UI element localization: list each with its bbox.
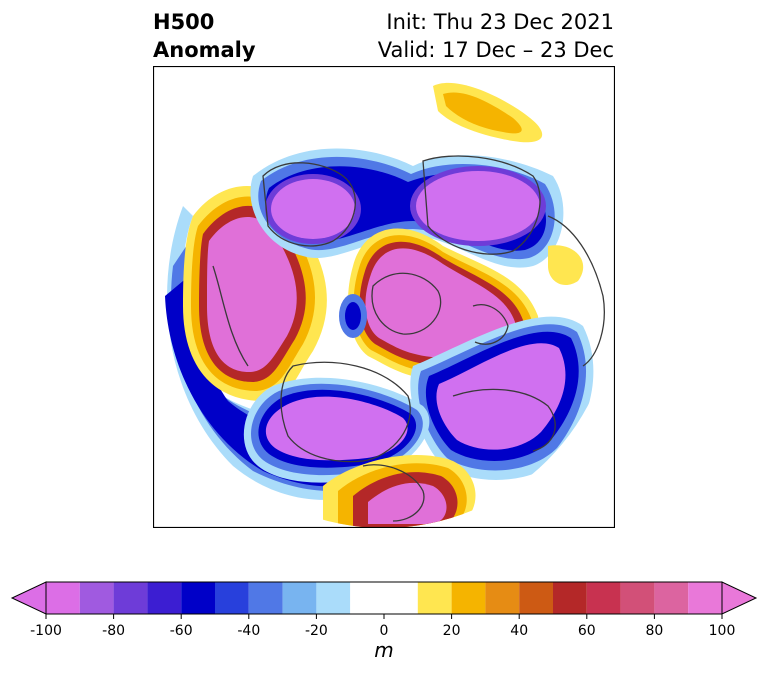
init-time: Init: Thu 23 Dec 2021 <box>386 10 614 34</box>
anomaly-map <box>153 66 615 528</box>
colorbar-segment <box>451 582 486 614</box>
colorbar-segment <box>215 582 249 614</box>
colorbar-tick-label: 80 <box>645 623 663 639</box>
colorbar-segment <box>46 582 80 614</box>
colorbar-segments <box>10 581 758 615</box>
colorbar-tick-label: 100 <box>709 623 736 639</box>
colorbar-segment <box>79 582 114 614</box>
colorbar: -100 -80 -60 -40 -20 0 20 40 60 80 100 m <box>10 581 758 662</box>
valid-period: Valid: 17 Dec – 23 Dec <box>377 38 614 62</box>
colorbar-segment <box>147 582 182 614</box>
colorbar-segment <box>586 582 621 614</box>
colorbar-segment <box>654 582 689 614</box>
colorbar-segment <box>417 582 452 614</box>
colorbar-tick-label: -40 <box>237 623 260 639</box>
colorbar-unit-label: m <box>374 638 393 662</box>
colorbar-segment <box>181 582 215 614</box>
colorbar-segment <box>485 582 520 614</box>
colorbar-tick-label: -20 <box>305 623 328 639</box>
colorbar-tick-label: 0 <box>380 623 389 639</box>
map-border <box>153 66 615 528</box>
colorbar-segment <box>316 582 351 614</box>
colorbar-segment <box>350 582 418 614</box>
colorbar-segment <box>113 582 148 614</box>
colorbar-tick-label: -100 <box>30 623 62 639</box>
colorbar-tick-label: 20 <box>443 623 461 639</box>
colorbar-segment <box>688 582 722 614</box>
title-variable: H500 <box>153 10 215 34</box>
colorbar-segment <box>620 582 655 614</box>
coastlines <box>212 155 605 522</box>
colorbar-tick-label: 60 <box>578 623 596 639</box>
colorbar-segment <box>553 582 587 614</box>
colorbar-ticks: -100 -80 -60 -40 -20 0 20 40 60 80 100 <box>30 614 735 639</box>
colorbar-under-extension <box>10 581 47 615</box>
colorbar-segment <box>282 582 317 614</box>
map-subtitle: Init: Thu 23 Dec 2021 Valid: 17 Dec – 23… <box>378 8 614 64</box>
colorbar-over-extension <box>721 581 758 615</box>
colorbar-segment <box>248 582 283 614</box>
colorbar-tick-label: -60 <box>170 623 193 639</box>
colorbar-tick-label: 40 <box>510 623 528 639</box>
colorbar-segment <box>519 582 553 614</box>
anomaly-field <box>153 66 615 528</box>
colorbar-tick-label: -80 <box>102 623 125 639</box>
map-title: H500 Anomaly <box>153 8 256 64</box>
title-type: Anomaly <box>153 38 256 62</box>
